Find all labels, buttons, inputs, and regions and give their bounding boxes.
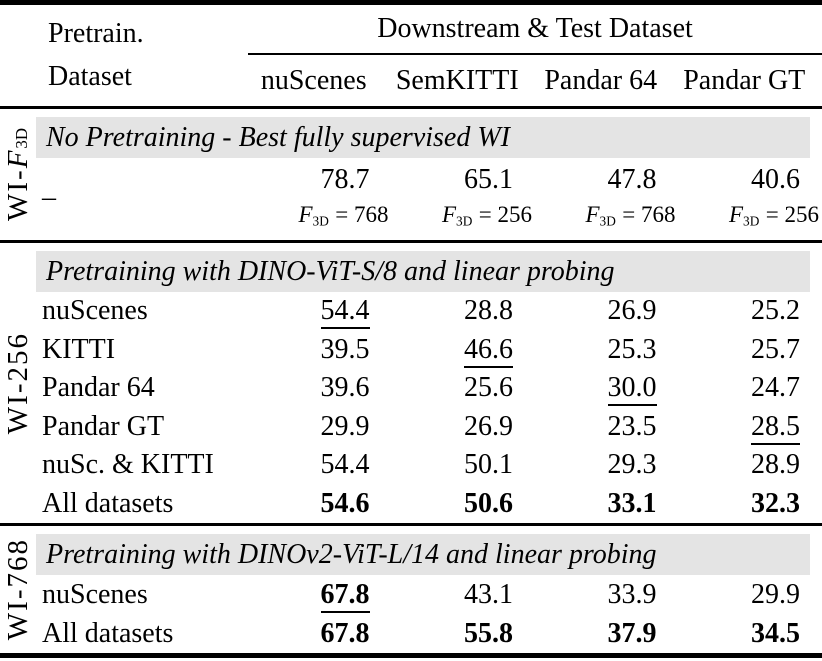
f3d-symbol: F (1, 148, 34, 169)
header-spacer (0, 5, 36, 106)
metric-value: 29.9 (751, 578, 800, 610)
column-header-pandargt: Pandar GT (683, 64, 806, 96)
table-row: All datasets 67.8 55.8 37.9 34.5 (36, 614, 822, 653)
downstream-header-block: Downstream & Test Dataset nuScenes SemKI… (248, 5, 822, 106)
metric-value: 50.6 (464, 487, 513, 519)
column-headers: nuScenes SemKITTI Pandar 64 Pandar GT (248, 55, 822, 106)
row-group-label-wi-256: WI-256 (0, 243, 36, 523)
rotated-label: WI-F3D (1, 128, 34, 221)
metric-value: 25.3 (607, 333, 657, 365)
metric-value: 26.9 (607, 295, 657, 327)
metric-value: 26.9 (464, 410, 513, 442)
rotated-label: WI-256 (1, 331, 34, 435)
metric-value: 24.7 (751, 372, 800, 404)
metric-value: 30.0 (535, 372, 679, 407)
metric-value: 54.4 (320, 449, 370, 481)
column-header-nuscenes: nuScenes (260, 64, 367, 96)
f3d-config: F3D = 768 (585, 202, 676, 229)
section-rule-1 (0, 240, 822, 243)
section-banner: Pretraining with DINO-ViT-S/8 and linear… (36, 251, 810, 292)
f3d-symbol: F (728, 202, 744, 227)
metric-value: 78.7 (320, 164, 370, 195)
row-group-label-wi-f3d: WI-F3D (0, 109, 36, 240)
metric-value: 39.6 (320, 372, 370, 404)
metric-value: 50.1 (464, 449, 513, 481)
metric-value: 28.5 (679, 410, 822, 445)
column-header-semkitti: SemKITTI (395, 64, 519, 96)
row-label: nuScenes (42, 295, 148, 327)
value-cell: 65.1 F3D = 256 (392, 158, 536, 238)
column-header-pandar64: Pandar 64 (544, 64, 658, 96)
pretrain-header: Pretrain. Dataset (36, 5, 248, 106)
metric-value: 32.3 (751, 487, 800, 519)
metric-value: 28.9 (751, 449, 800, 481)
f3d-symbol: F (298, 202, 313, 227)
row-label: KITTI (42, 333, 116, 365)
f3d-config: F3D = 256 (441, 202, 532, 229)
metric-value: 33.1 (607, 487, 657, 519)
group-header: Downstream & Test Dataset (377, 13, 693, 44)
metric-value: 46.6 (392, 333, 536, 368)
table-header: Pretrain. Dataset Downstream & Test Data… (0, 5, 822, 106)
header-rule (0, 106, 822, 109)
value-cell: 40.6 F3D = 256 (679, 158, 822, 238)
pretrain-header-line2: Dataset (48, 61, 132, 92)
row-label: Pandar GT (42, 410, 165, 442)
value-cell: 78.7 F3D = 768 (248, 158, 392, 238)
row-label: nuSc. & KITTI (42, 449, 214, 481)
group-header-rule (248, 53, 822, 55)
row-label: All datasets (42, 617, 174, 649)
metric-value: 23.5 (607, 410, 657, 442)
row-label: nuScenes (42, 578, 148, 610)
row-label: Pandar 64 (42, 372, 155, 404)
metric-value: 25.2 (751, 295, 800, 327)
metric-value: 67.8 (248, 578, 392, 613)
table-row: nuScenes 67.8 43.1 33.9 29.9 (36, 575, 822, 614)
metric-value: 37.9 (607, 617, 657, 649)
table-row: All datasets 54.6 50.6 33.1 32.3 (36, 485, 822, 524)
metric-value: 25.6 (464, 372, 513, 404)
metric-value: 39.5 (320, 333, 370, 365)
table-row: – 78.7 F3D = 768 65.1 F3D = 256 47.8 F3D = … (36, 158, 822, 238)
f3d-config: F3D = 256 (728, 202, 819, 229)
row-label: – (42, 182, 56, 213)
metric-value: 54.4 (248, 295, 392, 330)
metric-value: 29.9 (320, 410, 370, 442)
metric-value: 25.7 (751, 333, 800, 365)
metric-value: 47.8 (607, 164, 657, 195)
table-row: Pandar 64 39.6 25.6 30.0 24.7 (36, 369, 822, 408)
value-cell: 47.8 F3D = 768 (535, 158, 679, 238)
row-group-label-wi-768: WI-768 (0, 526, 36, 653)
top-rule (0, 0, 822, 5)
table-row: nuScenes 54.4 28.8 26.9 25.2 (36, 292, 822, 331)
pretrain-header-line1: Pretrain. (48, 18, 144, 49)
f3d-config: F3D = 768 (298, 202, 389, 229)
bottom-rule (0, 653, 822, 658)
metric-value: 67.8 (320, 617, 370, 649)
f3d-symbol: F (585, 202, 600, 227)
metric-value: 28.8 (464, 295, 513, 327)
rotated-label: WI-768 (1, 538, 34, 641)
metric-value: 34.5 (751, 617, 800, 649)
table-row: KITTI 39.5 46.6 25.3 25.7 (36, 331, 822, 370)
table-row: Pandar GT 29.9 26.9 23.5 28.5 (36, 408, 822, 447)
section-wi-768: WI-768 Pretraining with DINOv2-ViT-L/14 … (0, 526, 822, 653)
metric-value: 29.3 (607, 449, 657, 481)
metric-value: 33.9 (607, 578, 657, 610)
metric-value: 40.6 (751, 164, 800, 195)
table-row: nuSc. & KITTI 54.4 50.1 29.3 28.9 (36, 446, 822, 485)
section-banner: Pretraining with DINOv2-ViT-L/14 and lin… (36, 534, 810, 575)
f3d-symbol: F (441, 202, 457, 227)
row-label: All datasets (42, 487, 174, 519)
section-rule-2 (0, 523, 822, 526)
metric-value: 55.8 (464, 617, 513, 649)
section-wi-f3d: WI-F3D No Pretraining - Best fully super… (0, 109, 822, 240)
metric-value: 43.1 (464, 578, 513, 610)
metric-value: 65.1 (464, 164, 513, 195)
section-banner: No Pretraining - Best fully supervised W… (36, 117, 810, 158)
metric-value: 54.6 (320, 487, 370, 519)
section-wi-256: WI-256 Pretraining with DINO-ViT-S/8 and… (0, 243, 822, 523)
